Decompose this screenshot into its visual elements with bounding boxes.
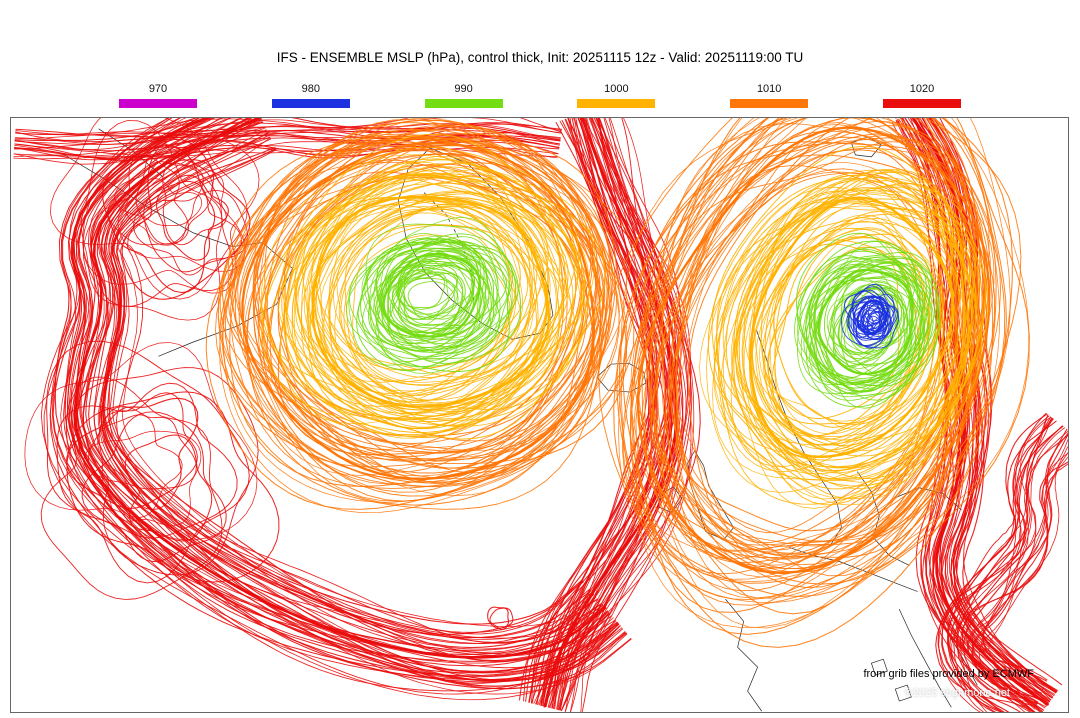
legend-swatch (882, 99, 961, 108)
legend-item-1010: 1010 (729, 83, 809, 108)
pressure-legend: 970 980 990 1000 1010 1020 (118, 83, 962, 108)
legend-swatch (577, 99, 656, 108)
chart-title: IFS - ENSEMBLE MSLP (hPa), control thick… (276, 50, 804, 65)
legend-swatch (424, 99, 503, 108)
legend-swatch (730, 99, 809, 108)
map-panel: from grib files provided by ECMWF ©2025 … (10, 117, 1069, 713)
map-svg (13, 118, 1068, 712)
credit-copyright-text: ©2025 sbghmone.net (904, 687, 1010, 699)
legend-item-970: 970 (118, 83, 198, 108)
legend-item-1020: 1020 (882, 83, 962, 108)
legend-label: 1020 (909, 83, 935, 95)
legend-label: 980 (301, 83, 320, 95)
credit-source-text: from grib files provided by ECMWF (863, 668, 1034, 680)
legend-item-990: 990 (424, 83, 504, 108)
legend-item-980: 980 (271, 83, 351, 108)
legend-label: 970 (148, 83, 168, 95)
legend-item-1000: 1000 (576, 83, 656, 108)
legend-swatch (119, 99, 197, 108)
legend-label: 1010 (756, 83, 782, 95)
legend-label: 990 (454, 83, 473, 95)
legend-label: 1000 (604, 83, 629, 95)
legend-swatch (271, 99, 350, 108)
